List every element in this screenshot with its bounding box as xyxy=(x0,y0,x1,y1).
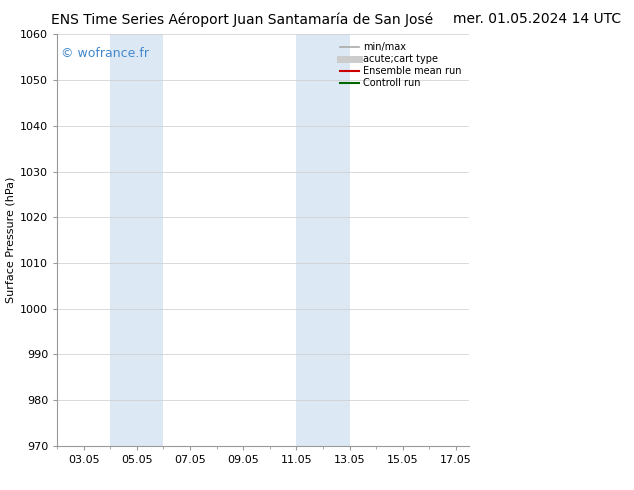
Text: © wofrance.fr: © wofrance.fr xyxy=(61,47,149,60)
Text: ENS Time Series Aéroport Juan Santamaría de San José: ENS Time Series Aéroport Juan Santamaría… xyxy=(51,12,433,27)
Bar xyxy=(296,34,349,446)
Y-axis label: Surface Pressure (hPa): Surface Pressure (hPa) xyxy=(6,177,16,303)
Bar xyxy=(110,34,164,446)
Legend: min/max, acute;cart type, Ensemble mean run, Controll run: min/max, acute;cart type, Ensemble mean … xyxy=(337,39,464,91)
Text: mer. 01.05.2024 14 UTC: mer. 01.05.2024 14 UTC xyxy=(453,12,621,26)
